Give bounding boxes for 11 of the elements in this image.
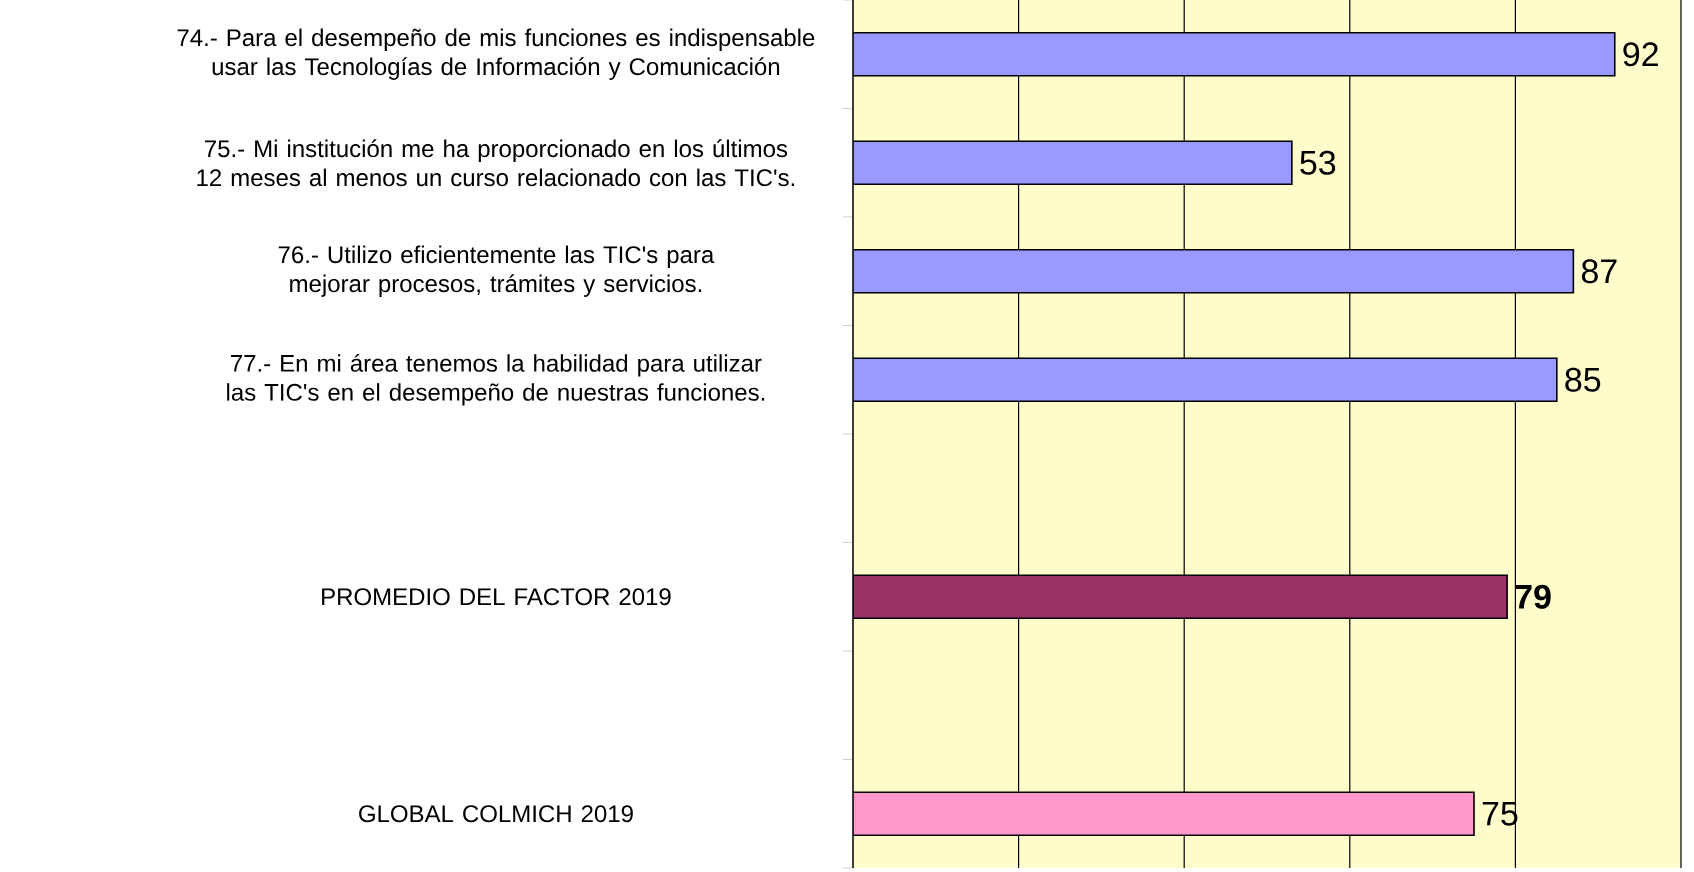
y-tick-label: GLOBAL COLMICH 2019: [359, 805, 633, 823]
y-tick-label: PROMEDIO DEL FACTOR 2019: [322, 588, 671, 606]
data-label: 92: [1623, 42, 1658, 67]
data-label: 53: [1300, 150, 1336, 175]
data-label: 79: [1515, 584, 1551, 609]
y-tick-label: 75.- Mi institución me ha proporcionado en los últimos 12 meses al menos un curso relacionado con las TIC's.: [197, 139, 795, 187]
y-tick-label: 74.- Para el desempeño de mis funciones es indispensable usar las Tecnologías de Información y Comunicación: [177, 28, 815, 80]
data-label: 87: [1581, 259, 1617, 284]
y-tick-label: 77.- En mi área tenemos la habilidad para utilizar las TIC's en el desempeño de nuestras funciones.: [227, 353, 765, 406]
y-tick-label: 76.- Utilizo eficientemente las TIC's para mejorar procesos, trámites y servicios.: [278, 245, 715, 297]
data-label: 85: [1565, 367, 1601, 392]
